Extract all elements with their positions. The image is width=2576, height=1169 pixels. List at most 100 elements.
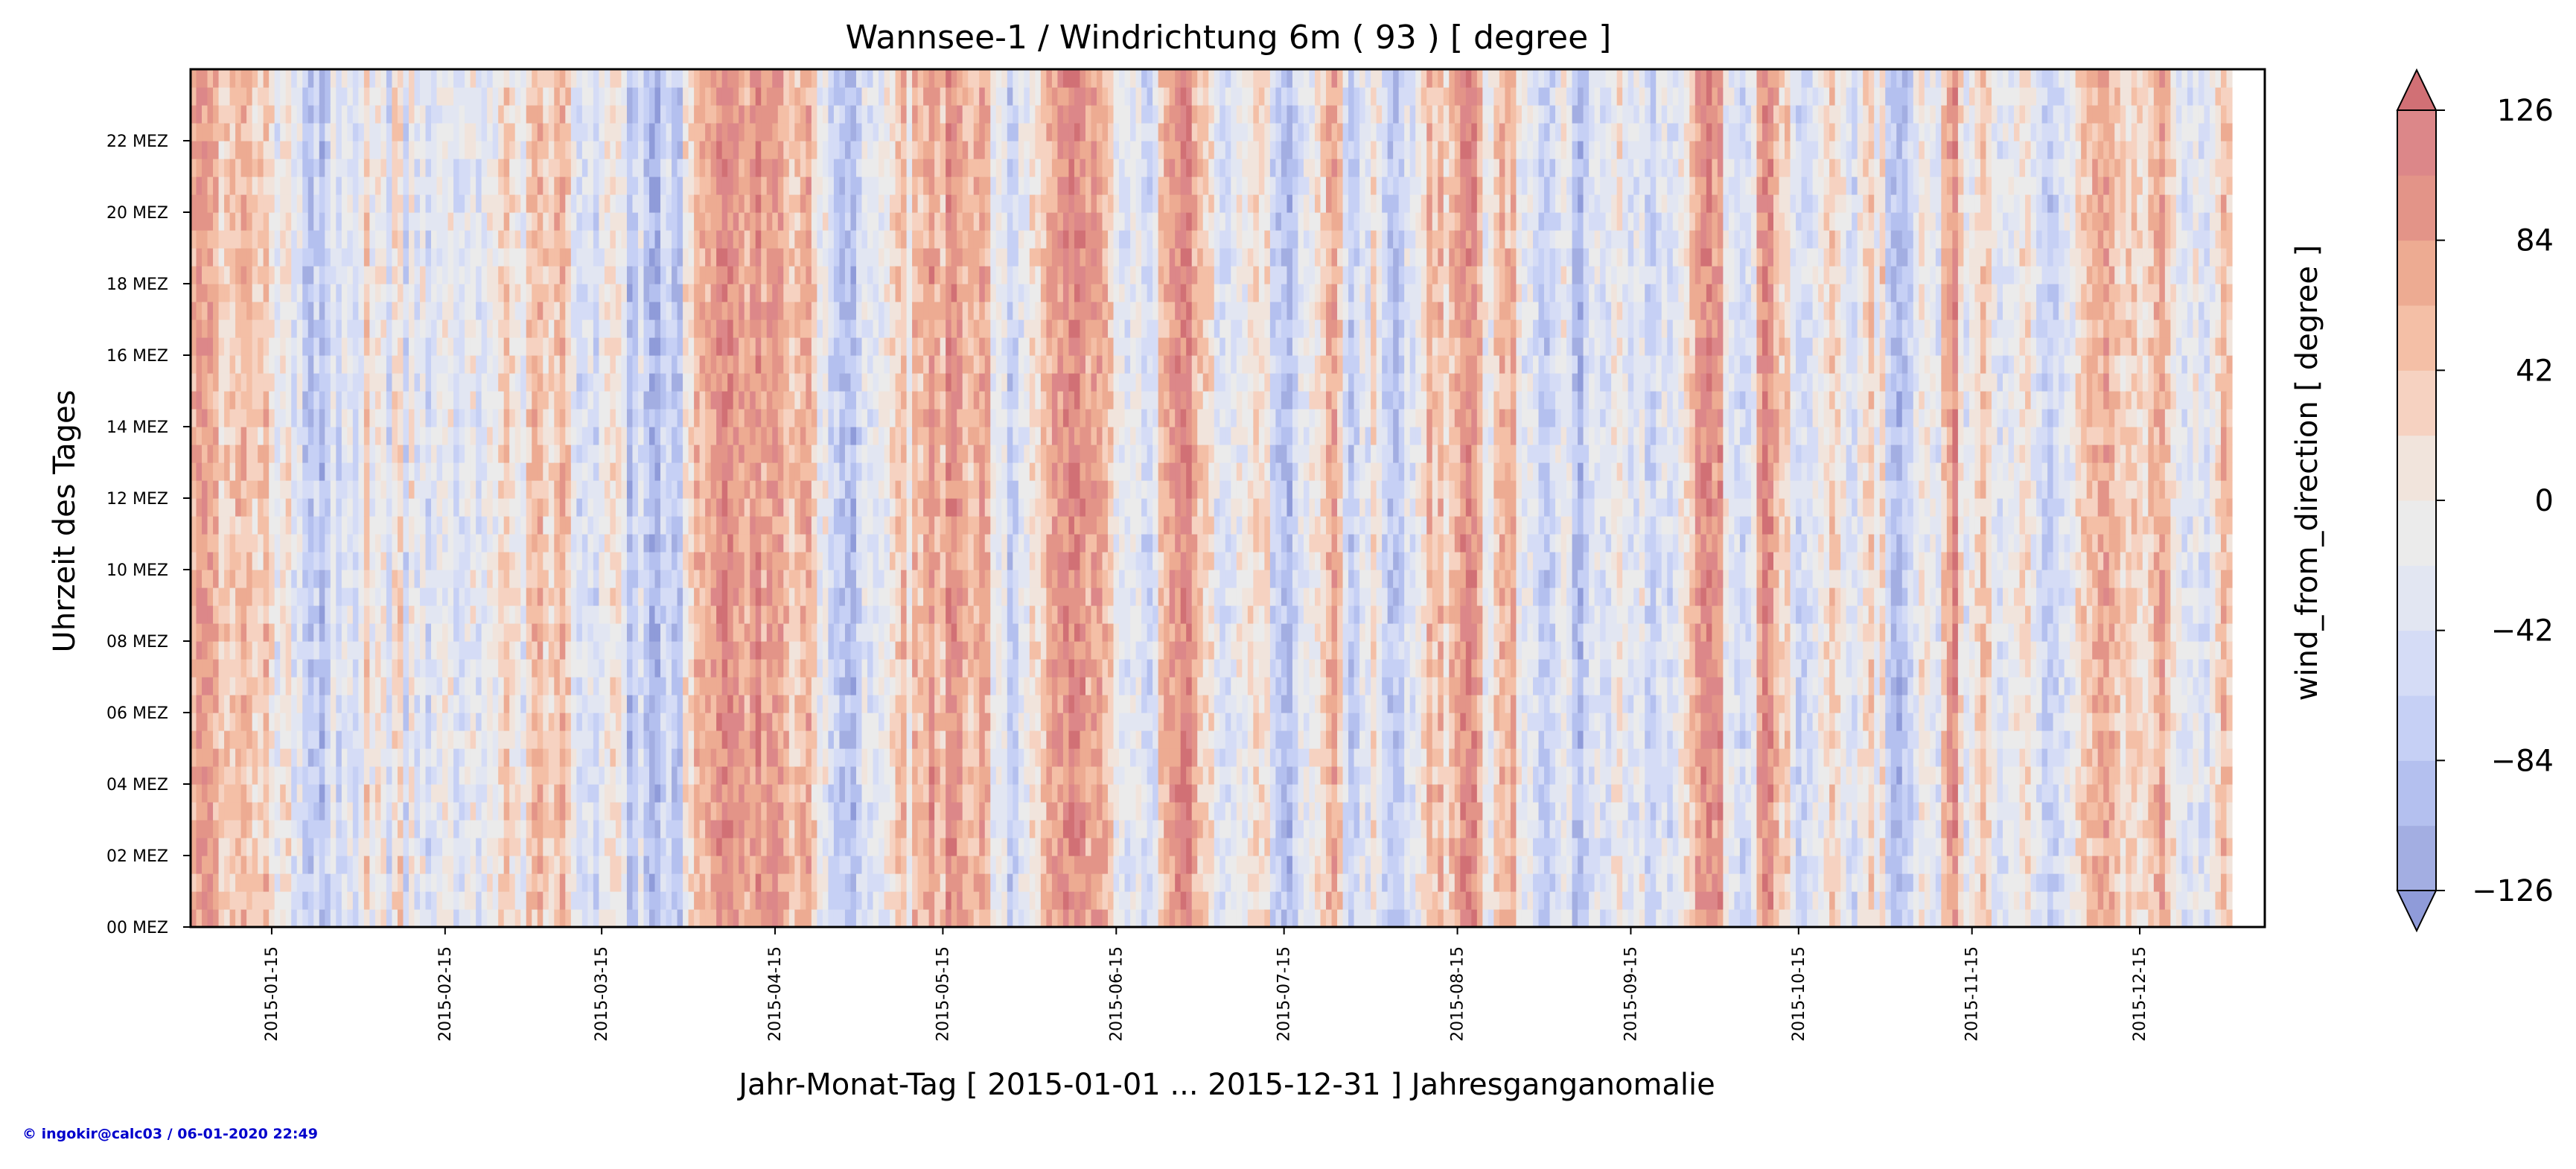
heatmap-cell	[538, 498, 543, 517]
heatmap-cell	[302, 194, 308, 213]
heatmap-cell	[202, 534, 208, 552]
heatmap-cell	[197, 498, 203, 517]
heatmap-cell	[761, 570, 767, 588]
heatmap-cell	[291, 838, 297, 856]
heatmap-cell	[683, 123, 689, 141]
heatmap-cell	[498, 516, 504, 535]
heatmap-cell	[197, 605, 203, 624]
heatmap-cell	[689, 87, 695, 106]
heatmap-cell	[471, 159, 476, 177]
heatmap-cell	[638, 891, 644, 910]
heatmap-cell	[745, 176, 750, 195]
heatmap-cell	[420, 730, 426, 749]
heatmap-cell	[632, 284, 638, 302]
heatmap-cell	[364, 659, 370, 678]
heatmap-cell	[683, 373, 689, 392]
heatmap-cell	[532, 248, 538, 267]
heatmap-cell	[638, 802, 644, 821]
heatmap-cell	[571, 659, 577, 678]
heatmap-cell	[325, 820, 331, 838]
heatmap-cell	[767, 695, 773, 713]
heatmap-cell	[297, 266, 303, 284]
heatmap-cell	[711, 319, 717, 338]
heatmap-cell	[386, 266, 392, 284]
heatmap-cell	[353, 480, 359, 499]
heatmap-cell	[716, 856, 722, 874]
heatmap-cell	[543, 820, 549, 838]
heatmap-cell	[554, 856, 560, 874]
heatmap-cell	[319, 838, 325, 856]
heatmap-cell	[471, 891, 476, 910]
heatmap-cell	[532, 713, 538, 731]
heatmap-cell	[678, 677, 683, 695]
heatmap-cell	[471, 498, 476, 517]
heatmap-cell	[347, 677, 353, 695]
heatmap-cell	[364, 498, 370, 517]
heatmap-cell	[230, 587, 236, 606]
heatmap-cell	[258, 194, 264, 213]
heatmap-cell	[414, 516, 420, 535]
heatmap-cell	[375, 856, 381, 874]
heatmap-cell	[610, 141, 616, 159]
heatmap-cell	[465, 480, 471, 499]
heatmap-cell	[716, 445, 722, 463]
heatmap-cell	[605, 445, 610, 463]
heatmap-cell	[498, 105, 504, 124]
heatmap-cell	[504, 159, 510, 177]
heatmap-cell	[197, 641, 203, 660]
heatmap-cell	[269, 534, 275, 552]
heatmap-cell	[593, 677, 599, 695]
heatmap-cell	[358, 802, 364, 821]
heatmap-cell	[705, 856, 711, 874]
heatmap-cell	[493, 141, 499, 159]
heatmap-cell	[565, 302, 571, 320]
heatmap-cell	[398, 552, 404, 570]
heatmap-cell	[565, 784, 571, 803]
heatmap-cell	[644, 141, 650, 159]
heatmap-cell	[208, 713, 214, 731]
heatmap-cell	[465, 355, 471, 374]
heatmap-cell	[750, 534, 756, 552]
heatmap-cell	[621, 498, 627, 517]
heatmap-cell	[532, 605, 538, 624]
heatmap-cell	[331, 409, 337, 427]
heatmap-cell	[543, 319, 549, 338]
heatmap-cell	[616, 266, 622, 284]
heatmap-cell	[683, 462, 689, 481]
heatmap-cell	[649, 462, 655, 481]
heatmap-cell	[727, 373, 733, 392]
heatmap-cell	[593, 748, 599, 767]
heatmap-cell	[353, 587, 359, 606]
heatmap-cell	[386, 105, 392, 124]
heatmap-cell	[364, 534, 370, 552]
heatmap-cell	[716, 337, 722, 356]
heatmap-cell	[576, 587, 582, 606]
heatmap-cell	[297, 784, 303, 803]
heatmap-cell	[610, 838, 616, 856]
heatmap-cell	[224, 516, 230, 535]
heatmap-cell	[213, 766, 219, 785]
heatmap-cell	[543, 570, 549, 588]
heatmap-cell	[246, 373, 252, 392]
heatmap-cell	[705, 570, 711, 588]
heatmap-cell	[576, 87, 582, 106]
heatmap-cell	[722, 248, 728, 267]
heatmap-cell	[722, 516, 728, 535]
heatmap-cell	[509, 713, 515, 731]
heatmap-cell	[398, 820, 404, 838]
heatmap-cell	[208, 748, 214, 767]
heatmap-cell	[767, 87, 773, 106]
heatmap-cell	[197, 141, 203, 159]
heatmap-cell	[610, 498, 616, 517]
heatmap-cell	[750, 284, 756, 302]
heatmap-cell	[302, 784, 308, 803]
heatmap-cell	[386, 856, 392, 874]
heatmap-cell	[616, 391, 622, 410]
heatmap-cell	[689, 69, 695, 88]
heatmap-cell	[448, 87, 454, 106]
heatmap-cell	[442, 409, 448, 427]
heatmap-cell	[313, 462, 319, 481]
heatmap-cell	[733, 909, 739, 928]
heatmap-cell	[347, 427, 353, 445]
heatmap-cell	[258, 230, 264, 249]
